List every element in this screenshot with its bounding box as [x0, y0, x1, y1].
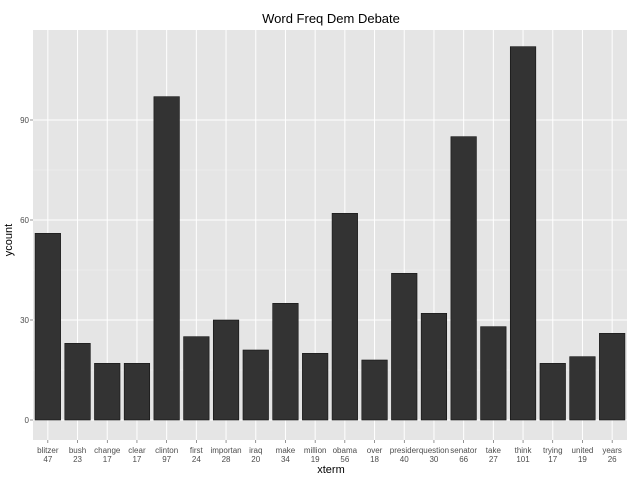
bar [242, 349, 269, 421]
x-tick-label: years 26 [602, 446, 622, 464]
y-tick-label: 30 [20, 316, 29, 325]
bar [123, 363, 151, 421]
bars [34, 46, 626, 421]
x-tick-label: think 101 [515, 446, 533, 464]
bar [331, 213, 358, 421]
y-axis-label: ycount [3, 224, 15, 256]
x-tick-label: senator 66 [450, 446, 477, 464]
chart-title: Word Freq Dem Debate [262, 11, 400, 26]
bar [539, 363, 566, 421]
bar [212, 319, 240, 421]
bar [361, 359, 388, 421]
x-tick-label: bush 23 [69, 446, 86, 464]
y-tick-label: 90 [20, 116, 29, 125]
bar [34, 233, 61, 421]
bar [302, 353, 329, 421]
bar [391, 273, 418, 421]
bar [480, 326, 507, 421]
bar [450, 136, 477, 421]
x-tick-label: presider 40 [390, 446, 419, 464]
x-tick-label: first 24 [190, 446, 204, 464]
x-tick-label: clear 17 [128, 446, 146, 464]
plot-panel [33, 30, 627, 440]
x-tick-label: obama 56 [333, 446, 358, 464]
bar [509, 46, 537, 421]
bar [183, 336, 210, 421]
x-tick-label: trying 17 [543, 446, 563, 464]
x-tick-label: change 17 [94, 446, 121, 464]
x-tick-label: make 34 [276, 446, 296, 464]
x-axis-label: xterm [317, 464, 345, 476]
bar [272, 303, 299, 421]
x-tick-label: question 30 [419, 446, 449, 464]
x-tick-label: blitzer 47 [37, 446, 59, 464]
x-tick-label: importan 28 [210, 446, 241, 464]
x-tick-label: iraq 20 [249, 446, 262, 464]
x-tick-label: over 18 [367, 446, 383, 464]
y-tick-label: 0 [25, 416, 30, 425]
x-tick-label: united 19 [572, 446, 594, 464]
bar [569, 356, 596, 421]
x-axis-ticks: blitzer 47 bush 23 change 17 clear 17 clinton 97 f… [37, 440, 622, 464]
bar [420, 313, 448, 421]
bar [94, 363, 121, 421]
bar [64, 343, 91, 421]
x-tick-label: million 19 [304, 446, 327, 464]
bar [153, 96, 180, 421]
y-axis-ticks: 0 30 60 90 [20, 116, 33, 425]
x-tick-label: take 27 [486, 446, 502, 464]
x-tick-label: clinton 97 [155, 446, 178, 464]
bar [599, 333, 626, 421]
y-tick-label: 60 [20, 216, 29, 225]
